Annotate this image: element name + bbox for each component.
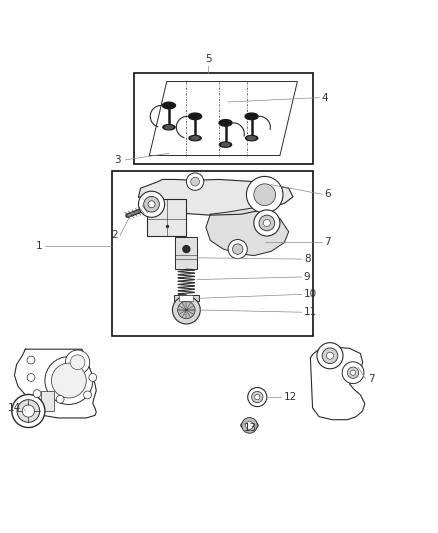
Circle shape — [183, 246, 190, 253]
Circle shape — [17, 400, 40, 422]
Circle shape — [148, 201, 155, 208]
Text: 7: 7 — [324, 237, 331, 247]
Circle shape — [70, 355, 85, 370]
Circle shape — [350, 370, 356, 375]
Ellipse shape — [188, 113, 201, 119]
Circle shape — [89, 374, 97, 382]
Circle shape — [84, 391, 92, 399]
Bar — [134, 73, 313, 164]
Circle shape — [263, 220, 270, 227]
Polygon shape — [206, 208, 289, 256]
Circle shape — [317, 343, 343, 369]
Circle shape — [27, 356, 35, 364]
Circle shape — [259, 215, 275, 231]
Text: 4: 4 — [321, 93, 328, 103]
Ellipse shape — [163, 125, 175, 130]
Circle shape — [45, 357, 93, 405]
Text: 8: 8 — [304, 254, 311, 264]
Bar — [41, 391, 53, 411]
Circle shape — [326, 352, 333, 359]
Text: 13: 13 — [244, 423, 258, 433]
Text: 6: 6 — [324, 189, 331, 199]
Circle shape — [254, 394, 260, 400]
Ellipse shape — [219, 142, 232, 147]
Polygon shape — [138, 180, 293, 215]
Text: 11: 11 — [304, 307, 317, 317]
Circle shape — [65, 350, 90, 375]
Circle shape — [144, 197, 159, 212]
Circle shape — [233, 244, 243, 254]
Circle shape — [248, 387, 267, 407]
Circle shape — [51, 363, 86, 398]
Ellipse shape — [248, 136, 255, 140]
Ellipse shape — [241, 421, 258, 430]
Circle shape — [246, 422, 253, 429]
Circle shape — [254, 184, 276, 206]
Text: 7: 7 — [368, 374, 374, 384]
Text: 5: 5 — [205, 54, 212, 63]
Circle shape — [191, 177, 199, 186]
Circle shape — [56, 395, 64, 403]
Ellipse shape — [245, 113, 258, 119]
Circle shape — [33, 390, 41, 398]
Circle shape — [173, 296, 200, 324]
Bar — [180, 295, 193, 301]
Text: 1: 1 — [36, 240, 43, 251]
Circle shape — [138, 191, 165, 217]
Polygon shape — [14, 349, 96, 418]
Text: 12: 12 — [283, 392, 297, 402]
Circle shape — [27, 374, 35, 382]
Circle shape — [247, 176, 283, 213]
Ellipse shape — [189, 135, 201, 141]
Text: 2: 2 — [111, 230, 118, 240]
Circle shape — [12, 394, 45, 427]
Polygon shape — [311, 347, 365, 419]
Bar — [147, 199, 186, 236]
Bar — [174, 295, 198, 301]
Circle shape — [178, 301, 195, 319]
Text: 10: 10 — [304, 289, 317, 300]
Text: 3: 3 — [114, 155, 121, 165]
Circle shape — [347, 367, 359, 378]
Circle shape — [342, 362, 364, 384]
Text: 14: 14 — [8, 403, 21, 413]
Circle shape — [254, 210, 280, 236]
Circle shape — [242, 417, 257, 433]
Ellipse shape — [219, 119, 232, 126]
Ellipse shape — [246, 135, 258, 141]
Ellipse shape — [162, 102, 176, 109]
Circle shape — [252, 391, 263, 403]
Circle shape — [228, 239, 247, 259]
Bar — [176, 237, 197, 269]
Ellipse shape — [165, 126, 173, 129]
Text: 9: 9 — [304, 272, 311, 282]
Ellipse shape — [222, 143, 230, 146]
Circle shape — [22, 405, 35, 417]
Circle shape — [322, 348, 338, 364]
Circle shape — [186, 173, 204, 190]
Ellipse shape — [191, 136, 199, 140]
Bar — [113, 171, 313, 336]
